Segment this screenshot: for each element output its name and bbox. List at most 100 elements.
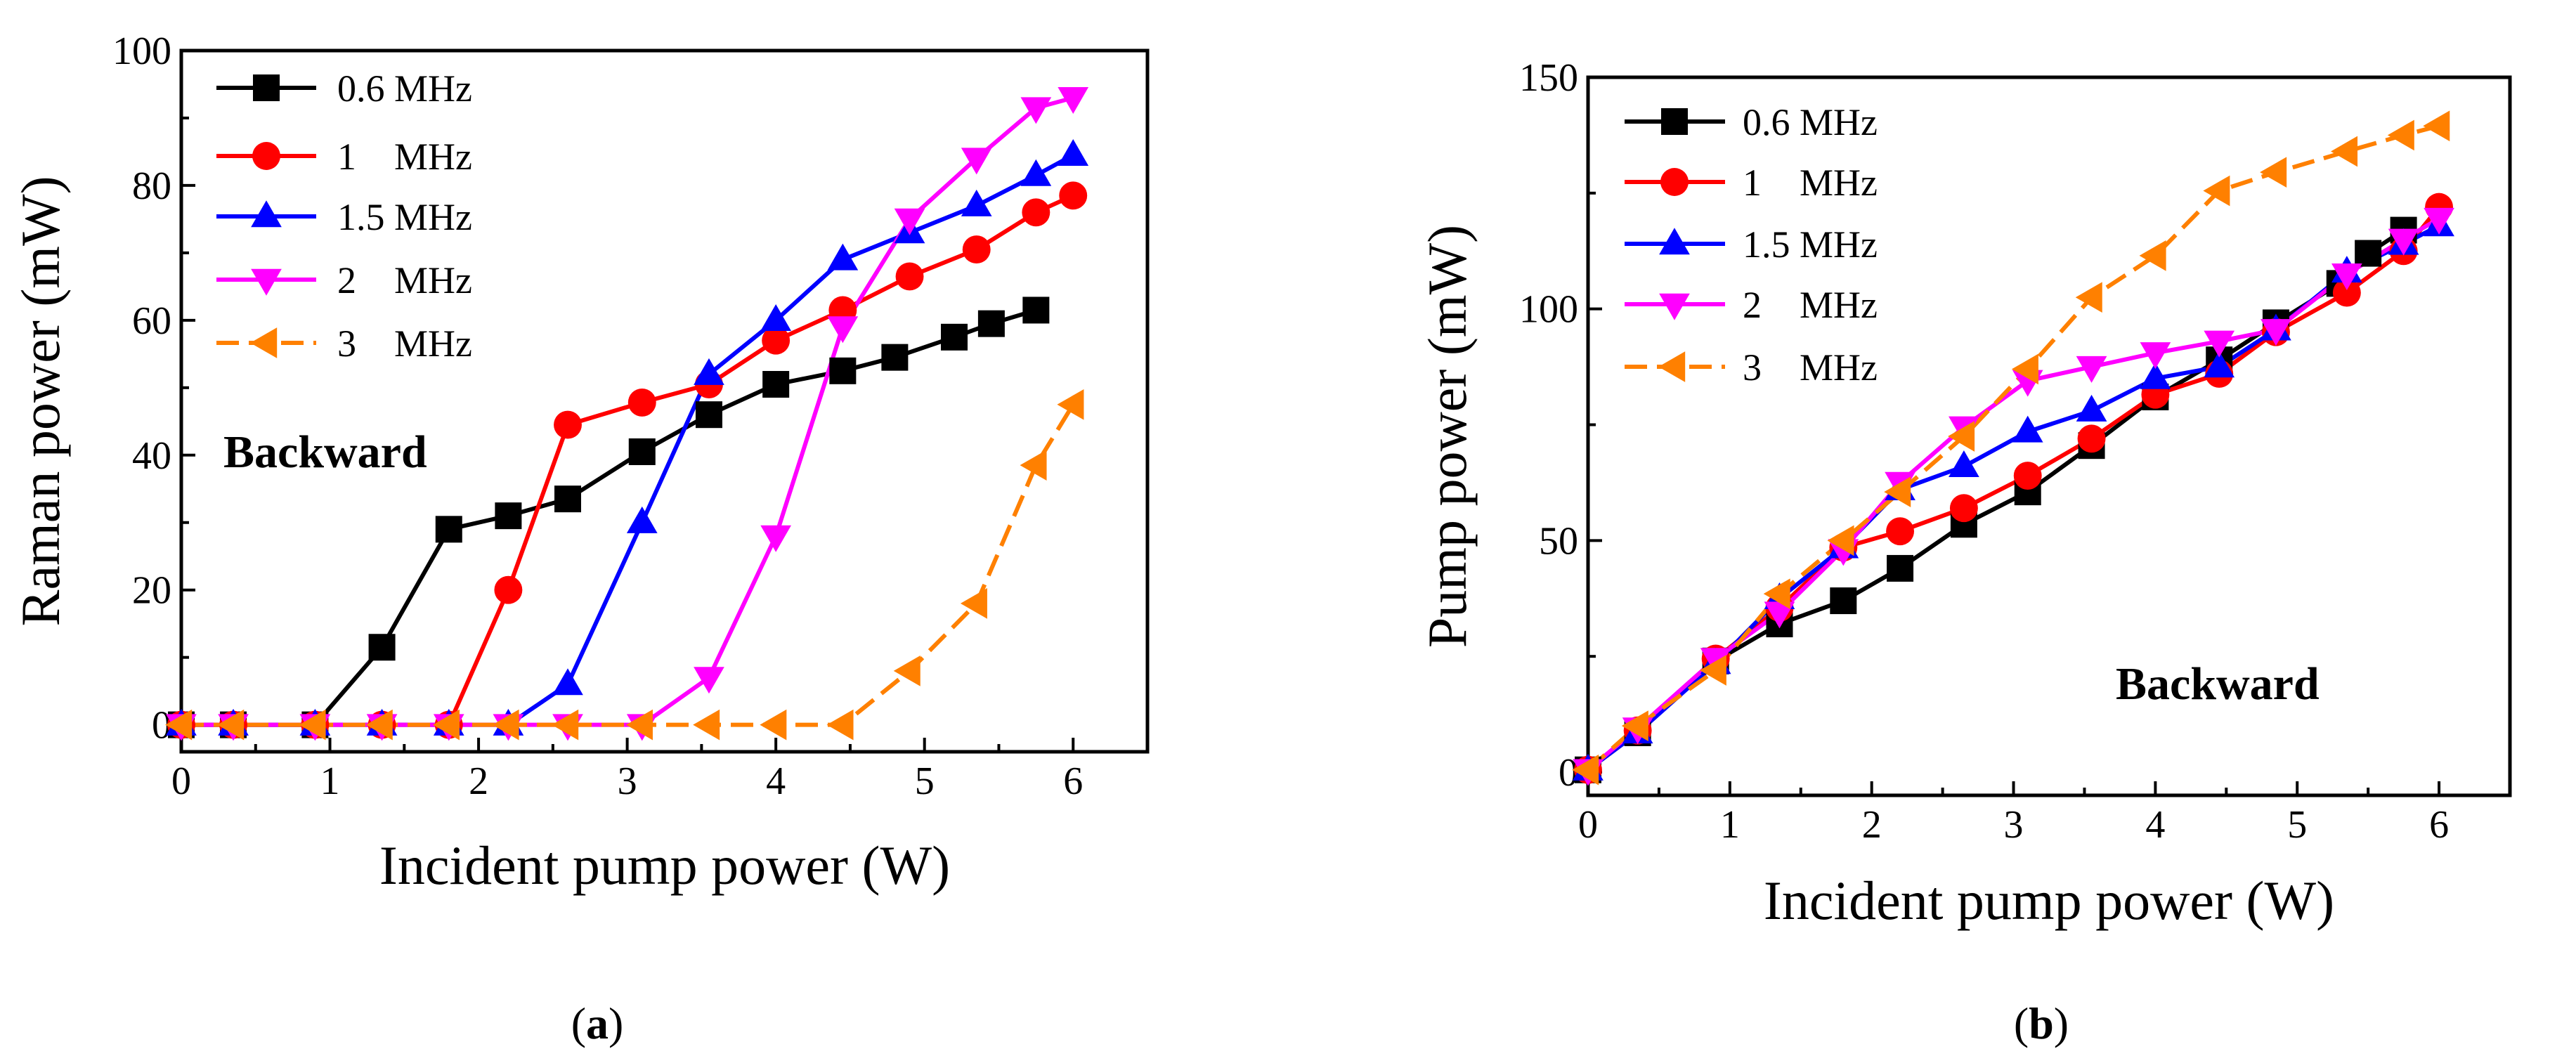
legend-label-a-1: 1 MHz <box>337 136 472 178</box>
data-point-b-1-5 <box>1886 517 1915 546</box>
x-tick-label-a-6: 6 <box>1063 760 1083 803</box>
data-point-b-3-12 <box>2331 263 2362 291</box>
legend-item-b-3: 2 MHz <box>1625 284 1878 326</box>
legend-marker-b-3 <box>1659 293 1690 320</box>
data-point-b-4-1 <box>1621 710 1648 741</box>
data-point-a-1-7 <box>627 388 656 417</box>
data-point-a-4-9 <box>760 709 787 741</box>
panel-label-a: (a) <box>571 998 624 1048</box>
data-point-a-0-11 <box>881 344 909 371</box>
data-point-a-4-14 <box>1057 389 1084 420</box>
data-point-b-4-2 <box>1699 655 1726 686</box>
legend-marker-a-2 <box>251 200 282 228</box>
panel-letter-b: b <box>2029 998 2054 1048</box>
legend-item-b-2: 1.5 MHz <box>1625 223 1878 266</box>
legend-marker-a-0 <box>253 74 280 101</box>
y-tick-label-b-1: 50 <box>1539 519 1578 563</box>
plot-frame-a <box>179 48 1150 754</box>
plot-frame-b <box>1586 75 2512 797</box>
series-markers-b <box>1572 110 2454 786</box>
x-tick-label-b-1: 1 <box>1720 803 1740 847</box>
data-point-b-3-9 <box>2140 342 2171 370</box>
data-point-a-0-4 <box>435 516 462 543</box>
data-point-b-4-14 <box>2423 110 2450 142</box>
data-point-a-0-8 <box>695 401 722 429</box>
data-point-a-3-14 <box>1058 86 1089 114</box>
legend-marker-b-0 <box>1661 108 1688 135</box>
data-point-b-4-6 <box>1948 421 1975 452</box>
x-tick-label-a-0: 0 <box>171 760 191 803</box>
legend-item-a-3: 2 MHz <box>216 259 472 301</box>
x-tick-label-a-3: 3 <box>618 760 637 803</box>
data-point-b-4-7 <box>2011 353 2038 385</box>
data-point-b-4-5 <box>1884 476 1911 507</box>
legend-label-a-3: 2 MHz <box>337 259 472 301</box>
data-point-b-1-6 <box>1949 494 1978 523</box>
data-point-b-2-6 <box>1949 450 1979 478</box>
y-tick-label-b-2: 100 <box>1519 288 1578 332</box>
data-point-a-4-1 <box>217 709 245 741</box>
y-axis-label-a: Raman power (mW) <box>10 176 71 626</box>
data-point-a-1-6 <box>554 410 582 439</box>
legend-symbol-a-4 <box>250 327 278 358</box>
x-tick-label-b-3: 3 <box>2004 803 2024 847</box>
legend-marker-a-3 <box>251 268 282 296</box>
x-tick-label-a-4: 4 <box>766 760 786 803</box>
legend-symbol-b-3 <box>1659 293 1690 320</box>
legend-item-b-1: 1 MHz <box>1625 162 1878 204</box>
x-tick-label-b-4: 4 <box>2145 803 2165 847</box>
data-point-b-2-9 <box>2140 362 2171 389</box>
y-tick-label-a-4: 80 <box>132 164 171 208</box>
data-point-a-4-10 <box>826 709 854 741</box>
data-point-a-1-12 <box>962 235 991 264</box>
data-point-b-4-0 <box>1572 754 1599 786</box>
x-axis-label-a: Incident pump power (W) <box>379 835 950 896</box>
data-point-a-2-14 <box>1058 138 1089 166</box>
y-axis-label-b: Pump power (mW) <box>1417 225 1478 648</box>
legend-marker-a-4 <box>250 327 278 358</box>
data-point-b-4-9 <box>2139 240 2166 271</box>
data-point-b-3-10 <box>2204 330 2235 358</box>
legend-item-a-4: 3 MHz <box>216 322 472 365</box>
y-tick-label-a-5: 100 <box>112 30 171 73</box>
x-tick-label-a-1: 1 <box>320 760 340 803</box>
x-tick-label-b-5: 5 <box>2287 803 2307 847</box>
data-point-a-3-11 <box>894 208 925 235</box>
data-point-a-2-9 <box>760 304 792 332</box>
data-point-b-0-5 <box>1887 554 1914 582</box>
y-tick-label-a-1: 20 <box>132 569 171 613</box>
data-point-a-2-7 <box>626 506 658 533</box>
legend-label-a-4: 3 MHz <box>337 322 472 365</box>
data-point-a-4-11 <box>893 655 921 686</box>
panel-letter-a: a <box>586 998 609 1048</box>
data-point-a-3-10 <box>827 316 859 344</box>
data-point-b-1-7 <box>2013 462 2042 490</box>
data-point-b-4-10 <box>2203 175 2230 207</box>
legend-b: 0.6 MHz 1 MHz 1.5 MHz 2 MHz 3 M <box>1625 101 1878 389</box>
data-point-a-0-13 <box>977 310 1005 337</box>
legend-label-b-1: 1 MHz <box>1743 162 1878 204</box>
legend-symbol-a-3 <box>251 268 282 296</box>
x-tick-label-a-2: 2 <box>469 760 488 803</box>
data-point-b-3-8 <box>2076 356 2107 383</box>
data-point-b-3-14 <box>2424 207 2454 235</box>
data-point-a-4-6 <box>552 709 579 741</box>
x-tick-label-b-0: 0 <box>1578 803 1598 847</box>
data-point-a-1-11 <box>895 262 924 291</box>
data-point-a-1-9 <box>762 326 791 355</box>
x-tick-label-b-6: 6 <box>2429 803 2449 847</box>
data-point-a-4-7 <box>625 709 653 741</box>
legend-symbol-b-2 <box>1659 228 1690 255</box>
data-point-b-2-10 <box>2204 351 2235 378</box>
data-point-a-4-2 <box>299 709 326 741</box>
data-point-a-2-10 <box>827 243 859 270</box>
data-point-b-0-13 <box>2355 240 2382 267</box>
data-point-a-1-13 <box>1022 198 1050 227</box>
data-point-b-2-7 <box>2012 415 2043 443</box>
x-tick-label-b-2: 2 <box>1862 803 1882 847</box>
legend-marker-b-4 <box>1658 351 1686 382</box>
